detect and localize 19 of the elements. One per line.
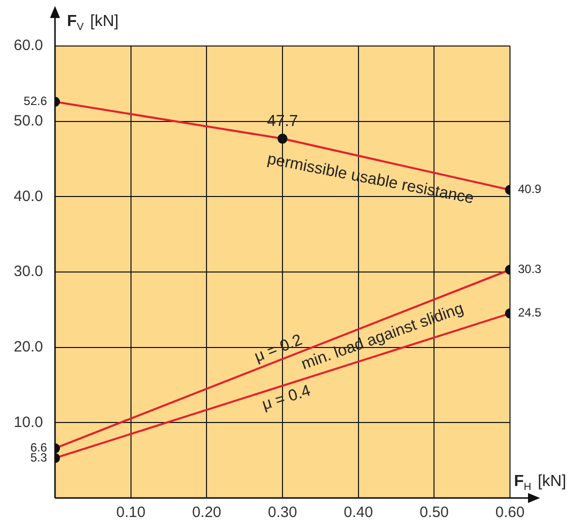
- x-tick-label: 0.30: [268, 504, 298, 522]
- data-label: 5.3: [30, 450, 48, 464]
- y-tick-label: 40.0: [14, 188, 43, 205]
- text: μ = 0.4: [260, 382, 313, 414]
- data-label: 52.6: [24, 94, 48, 108]
- y-tick-label: 60.0: [14, 37, 43, 54]
- y-tick-label: 20.0: [14, 338, 43, 356]
- x-tick-label: 0.10: [116, 504, 146, 522]
- x-tick-label: 0.40: [344, 504, 373, 522]
- x-tick-label: 0.20: [192, 504, 222, 522]
- data-label: 30.3: [518, 262, 542, 276]
- text: permissible usable resistance: [266, 150, 476, 208]
- y-tick-label: 30.0: [14, 263, 43, 280]
- y-tick-label: 10.0: [14, 414, 43, 431]
- y-tick-label: 50.0: [14, 112, 43, 130]
- data-label: 40.9: [518, 182, 542, 196]
- x-tick-label: 0.60: [495, 504, 525, 522]
- x-tick-label: 0.50: [420, 504, 449, 522]
- data-label: 24.5: [518, 306, 542, 320]
